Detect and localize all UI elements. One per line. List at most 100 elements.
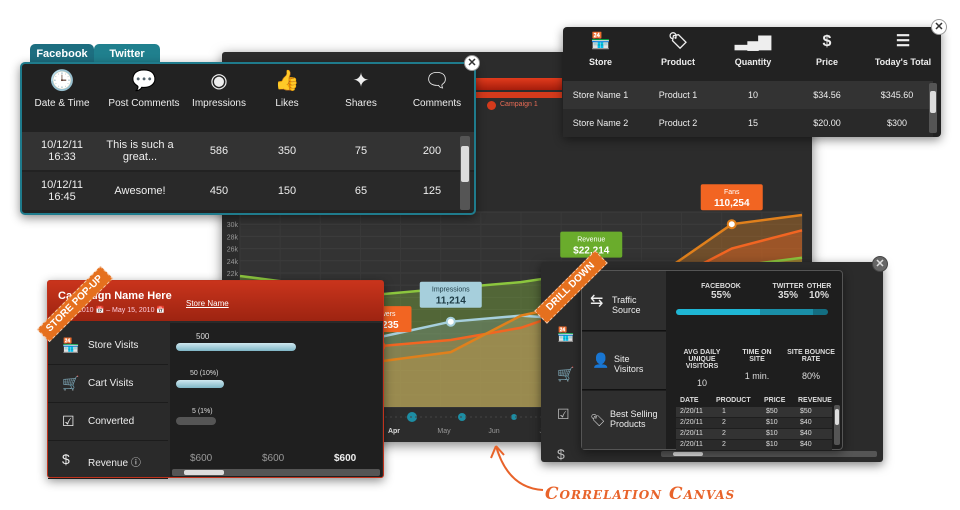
funnel-value-cart-visits: 50 (10%) — [190, 370, 219, 377]
tab-facebook[interactable]: Facebook — [30, 44, 94, 64]
traffic-bar-facebook[interactable] — [676, 309, 760, 315]
drill-side-icons: 🏪 🛒 ☑ $ — [557, 314, 574, 474]
funnel-bar-store-visits[interactable] — [176, 343, 296, 351]
cell-post[interactable]: This is such a great... — [106, 139, 174, 163]
popup-row-revenue[interactable]: $ Revenue ⓘ — [48, 441, 168, 479]
cell-date: 10/12/11 16:33 — [26, 132, 98, 170]
col-label: Quantity — [734, 57, 772, 67]
col-label: Price — [815, 57, 839, 67]
cart-icon: 🛒 — [62, 375, 80, 391]
best-col-product: PRODUCT — [716, 397, 751, 404]
revenue-value: $600 — [262, 453, 285, 464]
table-cell: $40 — [800, 430, 812, 437]
table-row[interactable]: 10/12/11 16:45 Awesome! 450 150 65 125 — [22, 172, 474, 210]
social-scrollbar[interactable] — [460, 136, 470, 210]
drill-hscrollbar[interactable] — [661, 451, 877, 457]
popup-hscrollbar[interactable] — [172, 469, 380, 476]
caption-arrow-icon — [490, 445, 544, 491]
checkbox-icon: ☑ — [62, 413, 75, 429]
callout-value: $22,214 — [573, 246, 610, 257]
popup-row-converted[interactable]: ☑ Converted — [48, 403, 168, 441]
stat-time-on-site: TIME ON SITE 1 min. — [740, 349, 774, 381]
traffic-source-row[interactable]: ⇆ Traffic Source — [582, 271, 666, 331]
store-popup-panel: Campaign Name Here 2010 📅 – May 15, 2010… — [47, 280, 384, 479]
cell-quantity: 15 — [747, 118, 758, 128]
site-visitors-row[interactable]: 👤 Site Visitors — [582, 332, 666, 390]
cell-impressions: 450 — [209, 185, 229, 197]
table-row[interactable] — [676, 440, 832, 450]
col-product: 🏷 Product — [638, 27, 718, 81]
tab-twitter[interactable]: Twitter — [94, 44, 160, 64]
close-icon[interactable]: ✕ — [464, 55, 480, 71]
stat-unique-visitors: AVG DAILY UNIQUE VISITORS 10 — [672, 349, 732, 388]
stat-value: 35% — [777, 290, 798, 301]
table-cell: $50 — [766, 408, 778, 415]
scrollbar-thumb[interactable] — [835, 409, 839, 425]
cell-product: Product 1 — [658, 90, 698, 100]
store-name-link[interactable]: Store Name — [186, 299, 229, 308]
table-row[interactable]: Store Name 2 Product 2 15 $20.00 $300 — [563, 109, 933, 137]
funnel-bar-converted[interactable] — [176, 417, 216, 425]
col-label: Today's Total — [874, 57, 932, 67]
col-shares: ✦ Shares — [327, 64, 395, 130]
cell-likes: 350 — [277, 145, 297, 157]
table-row[interactable] — [676, 418, 832, 428]
traffic-bar-twitter[interactable] — [759, 309, 813, 315]
best-scrollbar[interactable] — [834, 405, 840, 445]
cell-price: $20.00 — [813, 118, 841, 128]
stat-title: TIME ON SITE — [742, 349, 772, 363]
cell-store: Store Name 1 — [572, 90, 629, 100]
traffic-bar-other[interactable] — [812, 309, 828, 315]
close-icon[interactable]: ✕ — [931, 19, 947, 35]
table-cell: 2 — [722, 430, 726, 437]
campaign-label: Campaign 1 — [500, 101, 538, 108]
popup-row-store-visits[interactable]: 🏪 Store Visits — [48, 327, 168, 365]
cart-icon: 🛒 — [557, 366, 575, 382]
caption-text: Correlation Canvas — [545, 484, 736, 504]
scrollbar-thumb[interactable] — [184, 470, 224, 475]
popup-row-cart-visits[interactable]: 🛒 Cart Visits — [48, 365, 168, 403]
best-selling-label: Best Selling Products — [610, 409, 658, 429]
table-row[interactable] — [676, 429, 832, 439]
stat-value: 10 — [696, 378, 707, 388]
campaign-marker-icon[interactable] — [487, 101, 496, 110]
store-icon: 🏪 — [62, 337, 80, 353]
table-row[interactable]: 10/12/11 16:33 This is such a great... 58… — [22, 132, 474, 170]
cell-store: Store Name 2 — [572, 118, 629, 128]
campaign-bar-2[interactable] — [476, 92, 562, 98]
table-row[interactable] — [676, 407, 832, 417]
info-icon[interactable]: ⓘ — [130, 458, 141, 469]
funnel-bar-cart-visits[interactable] — [176, 380, 224, 388]
calendar-icon[interactable]: 📅 — [95, 307, 105, 314]
scrollbar-thumb[interactable] — [930, 91, 936, 113]
stat-value: 55% — [710, 290, 731, 301]
stat-value: 1 min. — [744, 371, 770, 381]
campaign-bar[interactable] — [476, 78, 562, 90]
table-cell: 2/20/11 — [680, 419, 703, 426]
scrollbar-thumb[interactable] — [461, 146, 469, 182]
thumbs-up-icon: 👍 — [274, 70, 300, 92]
traffic-source-label: Traffic Source — [612, 295, 641, 315]
stat-title: FACEBOOK — [701, 283, 741, 290]
cell-comments: 200 — [422, 145, 442, 157]
data-point — [445, 316, 456, 327]
date-to: May 15, 2010 — [112, 307, 155, 314]
scrollbar-thumb[interactable] — [673, 452, 703, 456]
close-icon[interactable]: ✕ — [872, 256, 888, 272]
date-text: 10/12/11 — [40, 179, 83, 191]
store-scrollbar[interactable] — [929, 83, 937, 133]
x-tick-label: May — [437, 428, 451, 435]
best-selling-row[interactable]: 🏷 Best Selling Products — [582, 391, 666, 449]
cell-post[interactable]: Awesome! — [114, 185, 166, 197]
col-label: Date & Time — [34, 98, 90, 109]
col-label: Post Comments — [108, 98, 180, 109]
timeline-dot[interactable] — [511, 414, 517, 420]
table-cell: $40 — [800, 419, 812, 426]
store-icon: 🏪 — [557, 326, 575, 342]
table-row[interactable]: Store Name 1 Product 1 10 $34.56 $345.60 — [563, 81, 933, 109]
calendar-icon[interactable]: 📅 — [156, 307, 166, 314]
cell-total: $300 — [886, 118, 908, 128]
cell-impressions: 586 — [209, 145, 229, 157]
cell-comments: 125 — [422, 185, 442, 197]
col-date-time: 🕒 Date & Time — [26, 64, 98, 130]
